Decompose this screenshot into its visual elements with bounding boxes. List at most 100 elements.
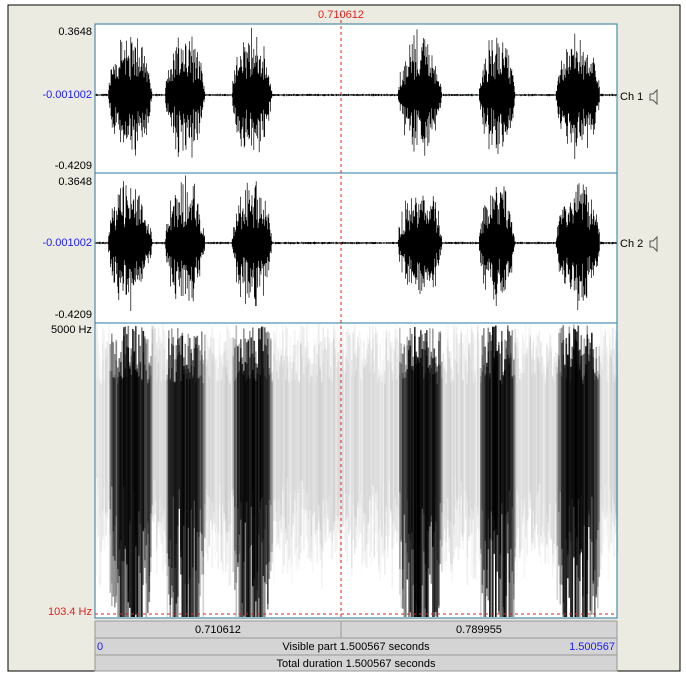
spectrogram-streak bbox=[142, 352, 145, 530]
spectrogram-streak bbox=[505, 359, 508, 617]
spectrogram-streak bbox=[234, 347, 236, 591]
spectrogram-streak bbox=[136, 372, 139, 617]
spectrogram-streak bbox=[610, 349, 613, 544]
visible-start: 0 bbox=[97, 641, 103, 653]
spectrogram-streak bbox=[432, 328, 434, 545]
spectrogram-streak bbox=[415, 363, 418, 617]
spectrogram-streak bbox=[111, 371, 113, 607]
spectrogram-streak bbox=[462, 379, 464, 550]
spectrogram-streak bbox=[153, 328, 155, 523]
spectrogram-streak bbox=[568, 333, 571, 598]
spectrogram-streak bbox=[138, 376, 140, 617]
spectrogram-streak bbox=[331, 341, 334, 542]
spectrogram-streak bbox=[559, 372, 562, 605]
spectrogram-streak bbox=[261, 326, 263, 498]
spectrogram-streak bbox=[400, 353, 403, 609]
spectrogram-streak bbox=[106, 340, 109, 513]
spectrogram-streak bbox=[547, 348, 550, 532]
spectrogram-streak bbox=[99, 383, 101, 589]
spectrogram-streak bbox=[150, 355, 152, 514]
spectrogram-streak bbox=[441, 361, 443, 572]
spectrogram-streak bbox=[474, 337, 476, 506]
spectrogram-streak bbox=[405, 377, 407, 617]
spectrogram-streak bbox=[339, 340, 341, 499]
spectrogram-streak bbox=[383, 330, 385, 485]
spectrogram-streak bbox=[325, 349, 328, 542]
spectrogram-streak bbox=[208, 350, 211, 546]
spectrogram-streak bbox=[115, 341, 118, 517]
spectrogram-streak bbox=[423, 341, 425, 617]
spectrogram-streak bbox=[600, 362, 602, 570]
spectrogram-streak bbox=[516, 346, 518, 539]
spectrogram-streak bbox=[453, 380, 455, 559]
spectrogram-streak bbox=[108, 325, 110, 501]
spectrogram-streak bbox=[439, 331, 442, 503]
spectrogram-streak bbox=[574, 340, 577, 617]
spectrogram-streak bbox=[601, 369, 604, 556]
spectrogram-streak bbox=[598, 345, 601, 523]
spectrogram-streak bbox=[264, 344, 266, 617]
spectrogram-streak bbox=[455, 325, 457, 476]
spectrogram-streak bbox=[180, 381, 182, 558]
spectrogram-streak bbox=[573, 324, 575, 559]
spectrogram-streak bbox=[291, 368, 293, 538]
spectrogram-streak bbox=[606, 347, 608, 517]
spectrogram-streak bbox=[598, 374, 601, 577]
spectrogram-streak bbox=[292, 344, 295, 514]
spectrogram-streak bbox=[367, 338, 370, 522]
spectrogram-streak bbox=[184, 343, 187, 617]
spectrogram-streak bbox=[450, 351, 452, 522]
spectrogram-streak bbox=[265, 345, 268, 565]
ch1-label[interactable]: Ch 1 bbox=[620, 91, 643, 103]
spectrogram-streak bbox=[477, 324, 479, 528]
spectrogram-streak bbox=[118, 372, 121, 577]
spectrogram-streak bbox=[105, 348, 107, 536]
spectrogram-streak bbox=[402, 353, 404, 609]
spectrogram-streak bbox=[160, 381, 163, 544]
spectrogram-streak bbox=[310, 376, 313, 537]
spectrogram-streak bbox=[276, 371, 278, 523]
spectrogram-streak bbox=[558, 359, 560, 565]
spectrogram-streak bbox=[459, 358, 461, 547]
spectrogram-streak bbox=[178, 351, 181, 510]
spectrogram-streak bbox=[363, 340, 365, 514]
spectrogram-streak bbox=[345, 372, 347, 551]
spectrogram-streak bbox=[141, 379, 143, 617]
spectrogram-streak bbox=[384, 370, 386, 575]
ch2-label[interactable]: Ch 2 bbox=[620, 238, 643, 250]
spectrogram-streak bbox=[337, 351, 340, 533]
spectrogram-streak bbox=[144, 364, 146, 561]
spectrogram-streak bbox=[208, 346, 211, 498]
total-bar[interactable] bbox=[94, 654, 618, 672]
spectrogram-streak bbox=[105, 358, 107, 513]
spectrogram-streak bbox=[496, 350, 499, 535]
spectrogram-streak bbox=[237, 345, 239, 563]
speaker-icon[interactable] bbox=[649, 88, 658, 106]
spectrogram-streak bbox=[265, 332, 268, 506]
spectrogram-streak bbox=[558, 355, 560, 513]
spectrogram-streak bbox=[315, 343, 317, 535]
spectrogram-streak bbox=[250, 337, 253, 507]
spectrogram-streak bbox=[230, 381, 232, 560]
spectrogram-streak bbox=[148, 362, 151, 592]
spectrogram-streak bbox=[267, 331, 269, 564]
spectrogram-streak bbox=[532, 342, 535, 542]
spectrogram-streak bbox=[406, 369, 409, 580]
spectrogram-streak bbox=[99, 379, 101, 585]
spectrogram-streak bbox=[139, 361, 142, 617]
speaker-icon[interactable] bbox=[649, 235, 658, 253]
spectrogram-streak bbox=[595, 358, 598, 595]
spectrogram-streak bbox=[258, 339, 260, 617]
spectrogram-streak bbox=[207, 360, 209, 562]
spectrogram-streak bbox=[371, 350, 373, 516]
spectrogram-streak bbox=[444, 366, 446, 571]
spectrogram-streak bbox=[225, 366, 227, 572]
spectrogram-streak bbox=[237, 346, 239, 509]
spectrogram-streak bbox=[369, 340, 371, 496]
spectrogram-streak bbox=[274, 332, 277, 501]
spectrogram-streak bbox=[168, 338, 170, 560]
spectrogram-streak bbox=[166, 374, 169, 554]
spectrogram-streak bbox=[435, 356, 437, 522]
waveform bbox=[95, 27, 618, 160]
spectrogram-streak bbox=[528, 351, 530, 522]
